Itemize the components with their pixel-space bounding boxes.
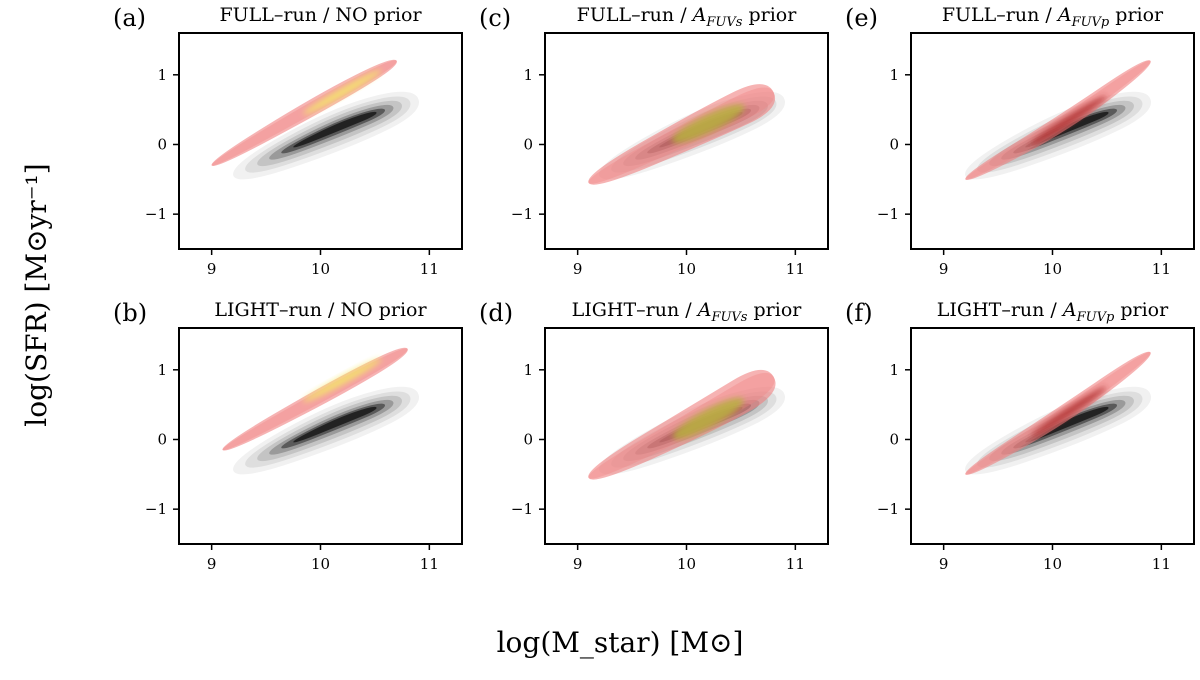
y-tick-label: 0 (889, 430, 899, 448)
x-tick-label: 10 (677, 260, 696, 278)
y-tick-label: 1 (523, 361, 533, 379)
model-density-peak (1031, 386, 1107, 437)
y-tick-label: 1 (889, 361, 899, 379)
model-density (211, 59, 397, 166)
model-density (588, 84, 776, 185)
panel-title: FULL–run / NO prior (219, 4, 422, 26)
x-tick-label: 11 (420, 260, 439, 278)
x-tick-label: 10 (311, 555, 330, 573)
panel-title: LIGHT–run / NO prior (214, 299, 427, 321)
x-tick-label: 9 (573, 555, 583, 573)
x-tick-label: 11 (1152, 260, 1171, 278)
model-density (222, 347, 408, 451)
panel-title: FULL–run / AFUVs prior (577, 4, 798, 30)
y-tick-label: 0 (157, 430, 167, 448)
panel-d: 9 10 11 −1 0 1 LIGHT–run / AFUVs prior (d) (479, 299, 829, 573)
plot-area (588, 369, 786, 480)
y-tick-label: −1 (877, 205, 899, 223)
panel-letter: (f) (845, 299, 873, 327)
y-axis-label: log(SFR) [M⊙yr⁻¹] (20, 163, 53, 426)
x-tick-label: 11 (786, 260, 805, 278)
y-tick-label: 0 (157, 135, 167, 153)
x-tick-label: 10 (311, 260, 330, 278)
x-tick-label: 9 (207, 260, 217, 278)
model-contour-outer (965, 60, 1151, 180)
model-density (965, 351, 1151, 475)
reference-density (233, 91, 420, 180)
reference-contour (293, 111, 377, 148)
y-tick-label: 0 (523, 135, 533, 153)
panel-letter: (c) (479, 4, 511, 32)
panel-f: 9 10 11 −1 0 1 LIGHT–run / AFUVp prior (f) (845, 299, 1195, 573)
y-tick-label: 0 (523, 430, 533, 448)
panel-letter: (b) (113, 299, 147, 327)
y-tick-label: 0 (889, 135, 899, 153)
model-contour-mid (965, 60, 1151, 180)
model-contour-outer (965, 351, 1151, 475)
y-tick-label: −1 (511, 500, 533, 518)
x-tick-label: 10 (1043, 555, 1062, 573)
x-axis-label: log(M_star) [M⊙] (497, 626, 744, 659)
x-tick-label: 11 (1152, 555, 1171, 573)
panel-title: FULL–run / AFUVp prior (942, 4, 1164, 30)
x-tick-label: 9 (939, 260, 949, 278)
panel-title: LIGHT–run / AFUVp prior (937, 299, 1169, 325)
model-contour-outer (588, 369, 776, 480)
plot-area (965, 351, 1152, 475)
plot-area (588, 84, 786, 185)
y-tick-label: −1 (145, 205, 167, 223)
x-tick-label: 9 (573, 260, 583, 278)
y-tick-label: −1 (877, 500, 899, 518)
model-contour-mid (965, 352, 1151, 475)
model-density-peak (303, 69, 382, 115)
panel-letter: (e) (845, 4, 878, 32)
x-tick-label: 10 (1043, 260, 1062, 278)
y-tick-label: −1 (511, 205, 533, 223)
plot-area (222, 347, 420, 475)
panel-title: LIGHT–run / AFUVs prior (572, 299, 803, 325)
y-tick-label: 1 (523, 66, 533, 84)
y-tick-label: 1 (157, 361, 167, 379)
panel-b: 9 10 11 −1 0 1 LIGHT–run / NO prior (b) (113, 299, 463, 573)
panel-c: 9 10 11 −1 0 1 FULL–run / AFUVs prior (c) (479, 4, 829, 278)
x-tick-label: 9 (207, 555, 217, 573)
x-tick-label: 11 (420, 555, 439, 573)
model-density (965, 60, 1151, 180)
panel-a: 9 10 11 −1 0 1 FULL–run / NO prior (a) (113, 4, 463, 278)
model-density-peak (672, 104, 745, 143)
reference-contour (293, 406, 377, 443)
x-tick-label: 10 (677, 555, 696, 573)
model-density-peak (302, 358, 382, 403)
panel-letter: (a) (113, 4, 146, 32)
model-density-peak (672, 397, 744, 440)
reference-density (233, 386, 420, 475)
plot-area (965, 60, 1152, 180)
x-tick-label: 11 (786, 555, 805, 573)
y-tick-label: −1 (145, 500, 167, 518)
model-density (588, 369, 776, 480)
panel-e: 9 10 11 −1 0 1 FULL–run / AFUVp prior (e) (845, 4, 1195, 278)
plot-area (211, 59, 420, 180)
y-tick-label: 1 (889, 66, 899, 84)
model-density-peak (1030, 95, 1107, 145)
panel-letter: (d) (479, 299, 513, 327)
y-tick-label: 1 (157, 66, 167, 84)
x-tick-label: 9 (939, 555, 949, 573)
